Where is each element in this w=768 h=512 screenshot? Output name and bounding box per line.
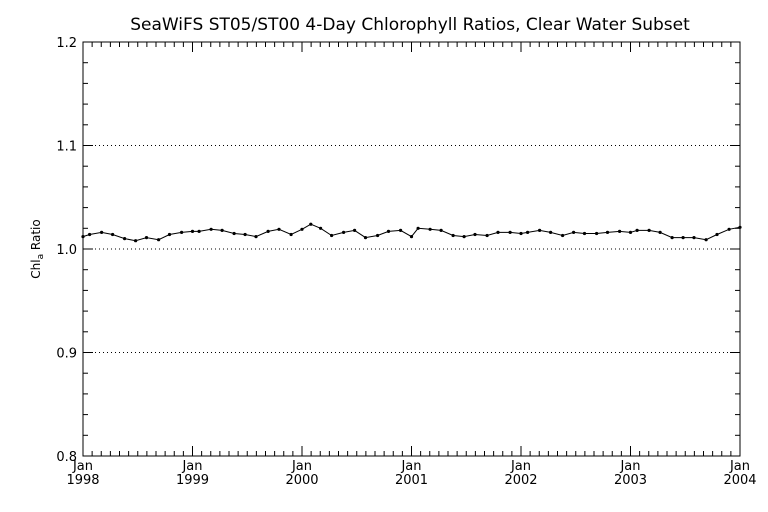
chart-title: SeaWiFS ST05/ST00 4-Day Chlorophyll Rati… [130,15,690,35]
y-tick-label-3: 1.1 [56,140,77,155]
data-point-4 [123,237,127,241]
x-tick-month-1: Jan [181,459,202,474]
x-tick-year-1: 1999 [176,473,209,488]
data-point-23 [330,233,334,238]
data-point-34 [451,233,455,238]
data-point-55 [681,236,685,240]
data-point-25 [353,228,357,232]
data-point-20 [300,227,304,231]
data-point-29 [399,228,403,232]
data-point-10 [190,229,195,233]
data-point-49 [618,229,622,233]
data-point-22 [319,226,323,230]
data-point-50 [628,230,633,234]
y-tick-label-4: 1.2 [56,36,77,51]
data-point-26 [363,236,368,240]
y-axis-label: Chla Ratio [29,219,46,278]
grid-lines [83,145,740,353]
x-tick-month-4: Jan [510,459,531,474]
data-point-44 [561,233,565,238]
data-point-42 [538,228,542,232]
x-tick-month-2: Jan [291,459,312,474]
data-point-59 [727,227,731,231]
data-point-15 [243,232,247,237]
data-point-11 [197,229,201,233]
data-point-19 [289,232,293,237]
data-point-57 [704,238,708,242]
x-tick-year-0: 1998 [66,473,99,488]
data-point-24 [342,230,346,234]
data-point-51 [635,228,639,232]
data-point-16 [254,235,258,239]
data-point-41 [526,230,530,234]
x-tick-year-3: 2001 [395,473,428,488]
data-point-36 [473,232,477,237]
y-axis: 0.8 0.9 1.0 1.1 1.2 [56,36,740,465]
data-point-13 [220,228,224,232]
data-point-52 [647,228,651,232]
data-point-32 [428,227,432,231]
x-tick-year-2: 2000 [285,473,318,488]
x-tick-month-5: Jan [619,459,640,474]
data-point-31 [416,226,420,230]
data-point-9 [180,230,184,234]
data-point-1 [88,232,92,237]
x-tick-year-4: 2002 [504,473,537,488]
data-point-37 [485,233,489,238]
data-point-53 [658,230,662,234]
data-point-40 [519,231,523,236]
data-point-2 [100,230,104,234]
data-point-58 [715,232,719,237]
data-point-12 [209,227,213,231]
data-point-21 [309,222,313,226]
data-point-28 [386,229,391,233]
data-point-6 [144,236,149,240]
data-point-18 [277,227,281,231]
data-point-14 [232,231,236,236]
data-point-43 [549,230,553,234]
data-point-0 [81,235,85,239]
data-point-35 [462,235,466,239]
y-tick-label-2: 1.0 [56,243,77,258]
data-point-38 [496,230,500,234]
data-point-17 [266,229,270,233]
y-axis-label-rest: Ratio [29,219,43,254]
x-tick-year-6: 2004 [723,473,756,488]
data-point-48 [605,230,610,234]
data-point-3 [111,232,115,237]
data-point-39 [508,230,512,234]
y-axis-label-subscript: a [36,254,46,260]
data-point-45 [572,230,576,234]
data-point-27 [376,233,380,238]
x-tick-month-6: Jan [729,459,750,474]
data-point-30 [409,235,414,239]
data-point-47 [595,231,599,236]
x-tick-month-3: Jan [400,459,421,474]
data-point-5 [134,239,138,243]
y-axis-label-main: Chl [29,259,43,278]
data-point-56 [692,236,696,240]
series-ratio [81,222,742,243]
x-tick-month-0: Jan [72,459,93,474]
data-point-54 [670,236,674,240]
data-point-60 [738,225,742,229]
x-axis: Jan1998Jan1999Jan2000Jan2001Jan2002Jan20… [66,42,757,488]
data-point-33 [439,228,443,232]
y-tick-label-0: 0.8 [56,450,77,465]
data-point-7 [157,238,161,242]
data-point-46 [582,231,587,236]
y-tick-label-1: 0.9 [56,347,77,362]
x-tick-year-5: 2003 [614,473,647,488]
data-point-8 [167,232,172,237]
